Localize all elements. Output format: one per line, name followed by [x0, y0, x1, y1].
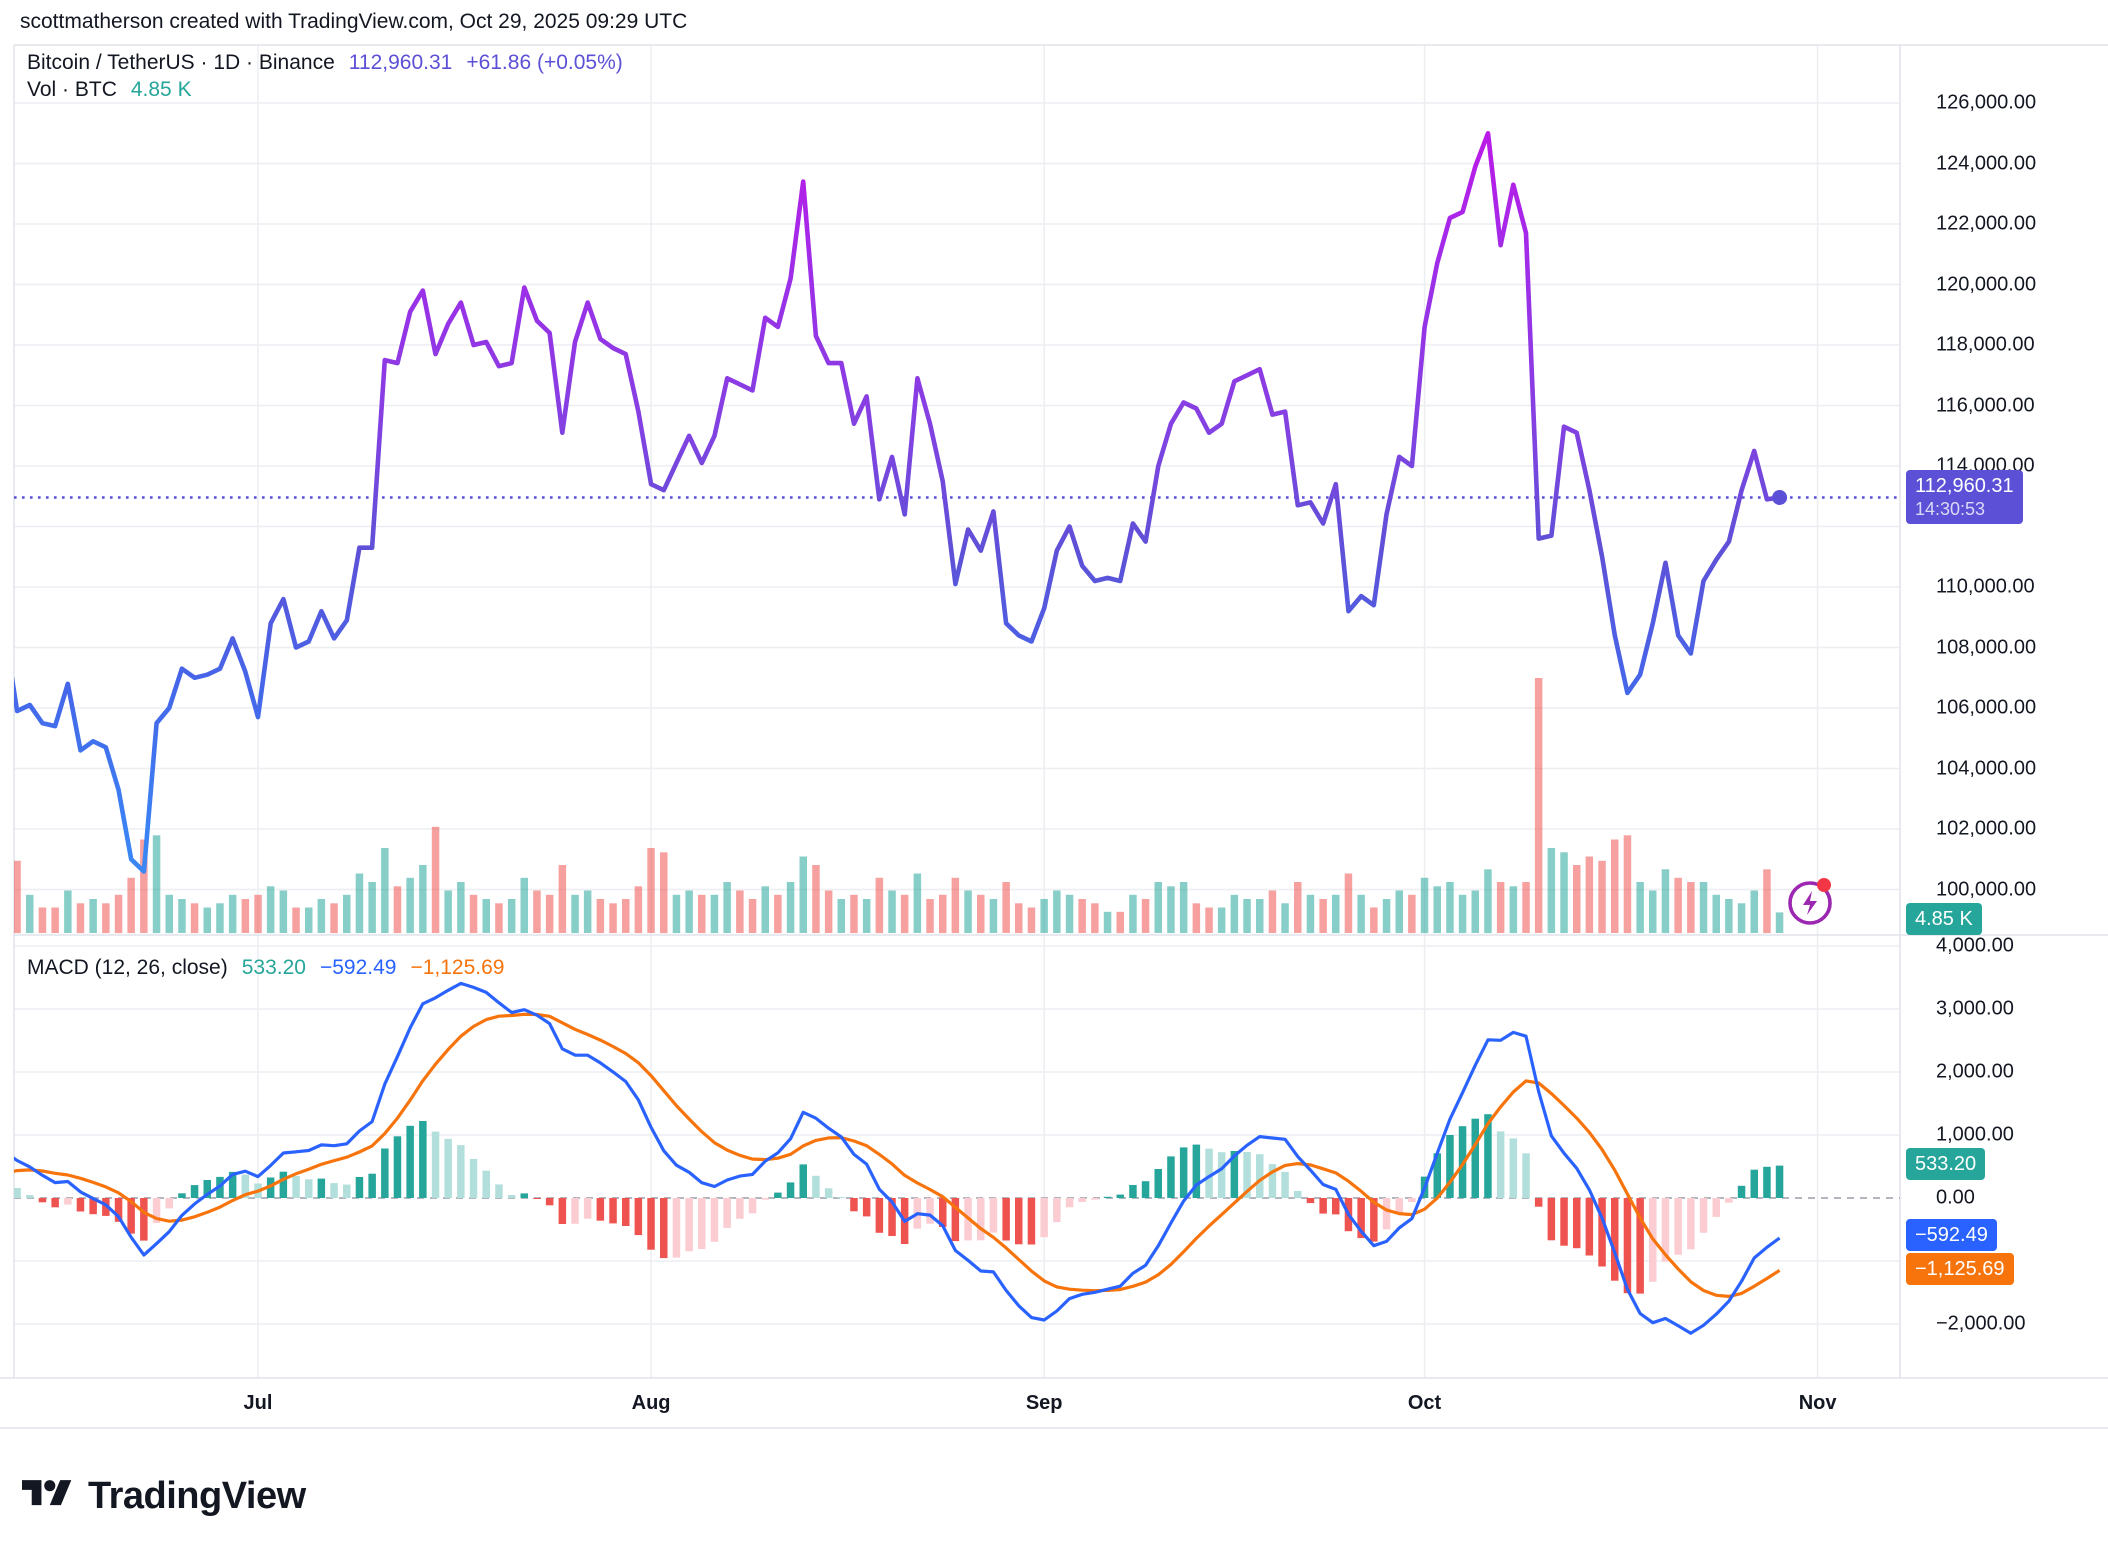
macd-line [14, 981, 1781, 1335]
symbol-legend[interactable]: Bitcoin / TetherUS · 1D · Binance 112,96… [27, 51, 623, 75]
price-line [14, 131, 1782, 874]
volume-badge: 4.85 K [1906, 903, 1982, 935]
macd-hist-badge: 533.20 [1906, 1148, 1986, 1181]
macd-axis-tick: 4,000.00 [1936, 934, 2014, 957]
macd-axis-tick: 0.00 [1936, 1186, 1975, 1209]
last-price-badge: 112,960.31 14:30:53 [1906, 470, 2023, 525]
volume-bars [14, 678, 1784, 934]
price-axis-tick: 108,000.00 [1936, 636, 2037, 658]
lightning-button[interactable] [1788, 878, 1832, 925]
macd-axis-tick: 1,000.00 [1936, 1123, 2014, 1146]
tradingview-logo-icon [22, 1474, 72, 1519]
macd-axis-tick: 3,000.00 [1936, 997, 2014, 1020]
macd-legend-hist: 533.20 [241, 956, 306, 979]
countdown-timer: 14:30:53 [1915, 499, 1986, 520]
attribution-text: scottmatherson created with TradingView.… [20, 10, 688, 33]
symbol-last-price: 112,960.31 [348, 51, 453, 74]
macd-line-badge: −592.49 [1906, 1219, 1997, 1252]
price-axis-tick: 106,000.00 [1936, 696, 2037, 719]
panel-borders [0, 44, 2108, 1429]
macd-legend-label: MACD (12, 26, close) [27, 956, 228, 979]
price-axis-tick: 124,000.00 [1936, 152, 2037, 174]
price-axis-tick: 120,000.00 [1936, 273, 2037, 295]
volume-legend-label: Vol · BTC [27, 78, 117, 101]
time-axis-month: Jul [243, 1392, 273, 1414]
price-axis-tick: 122,000.00 [1936, 212, 2037, 235]
symbol-title: Bitcoin / TetherUS · 1D · Binance [27, 51, 335, 74]
alert-dot-icon [1817, 878, 1831, 892]
time-axis-month: Sep [1025, 1392, 1063, 1414]
volume-legend-value: 4.85 K [130, 78, 192, 101]
time-axis-month: Oct [1407, 1392, 1442, 1414]
price-axis-tick: 116,000.00 [1936, 394, 2035, 416]
macd-signal-badge: −1,125.69 [1906, 1252, 2014, 1285]
tradingview-watermark[interactable]: TradingView [22, 1474, 306, 1519]
price-axis-tick: 100,000.00 [1936, 878, 2037, 900]
macd-legend-signal: −1,125.69 [410, 956, 505, 979]
last-price-dot [1772, 490, 1788, 505]
price-axis-tick: 118,000.00 [1936, 333, 2035, 356]
volume-legend[interactable]: Vol · BTC 4.85 K [27, 78, 192, 102]
price-axis-tick: 104,000.00 [1936, 757, 2037, 779]
price-axis-tick: 110,000.00 [1936, 575, 2035, 598]
macd-axis-tick: 2,000.00 [1936, 1060, 2014, 1083]
last-price-badge-value: 112,960.31 [1915, 475, 2014, 498]
symbol-change: +61.86 (+0.05%) [466, 51, 623, 74]
price-axis-tick: 102,000.00 [1936, 817, 2037, 840]
macd-legend[interactable]: MACD (12, 26, close) 533.20 −592.49 −1,1… [27, 956, 504, 980]
macd-axis-tick: −2,000.00 [1936, 1312, 2026, 1335]
macd-legend-macd: −592.49 [319, 956, 397, 979]
macd-signal-line [14, 1012, 1781, 1299]
price-axis-tick: 126,000.00 [1936, 91, 2037, 114]
tradingview-brand-text: TradingView [88, 1475, 306, 1517]
time-axis-month: Aug [631, 1392, 671, 1414]
time-axis-month: Nov [1798, 1392, 1837, 1414]
